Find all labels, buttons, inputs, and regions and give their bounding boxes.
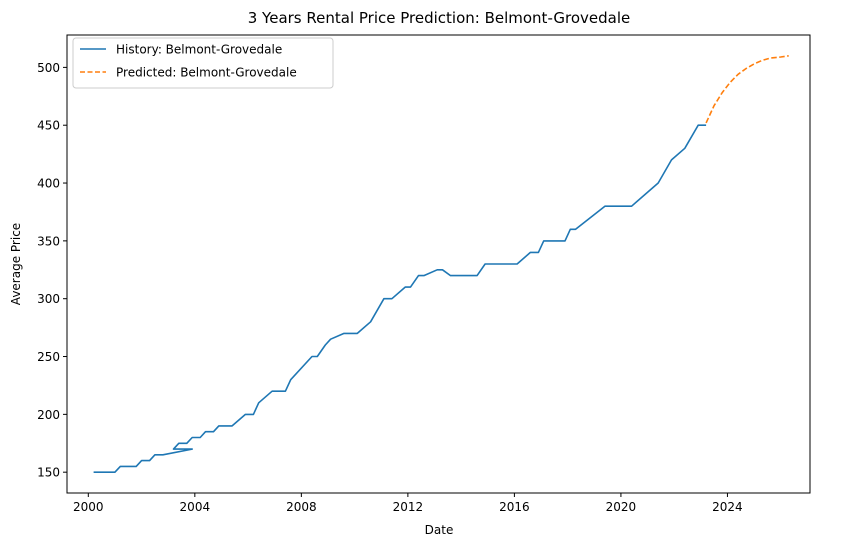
legend-box <box>72 37 334 89</box>
x-tick-label: 2008 <box>286 500 317 514</box>
y-axis-label: Average Price <box>9 223 23 305</box>
x-tick-label: 2012 <box>393 500 424 514</box>
predicted-series-line <box>705 55 789 124</box>
legend-label-predicted: Predicted: Belmont-Grovedale <box>116 66 297 80</box>
y-tick-label: 250 <box>37 350 60 364</box>
x-axis-label: Date <box>425 523 454 537</box>
y-tick-label: 400 <box>37 177 60 191</box>
y-axis: 150 200 250 300 350 400 450 500 <box>37 61 67 480</box>
legend-label-history: History: Belmont-Grovedale <box>116 43 282 57</box>
y-tick-label: 200 <box>37 408 60 422</box>
plot-area-frame <box>66 34 811 494</box>
y-tick-label: 500 <box>37 61 60 75</box>
chart-title: 3 Years Rental Price Prediction: Belmont… <box>248 9 631 27</box>
series-layer <box>93 55 789 474</box>
x-tick-label: 2020 <box>606 500 637 514</box>
x-tick-label: 2016 <box>499 500 530 514</box>
y-tick-label: 150 <box>37 466 60 480</box>
y-tick-label: 450 <box>37 119 60 133</box>
history-series-line <box>93 124 707 474</box>
y-tick-label: 300 <box>37 292 60 306</box>
x-axis: 2000 2004 2008 2012 2016 2020 2024 <box>73 493 743 514</box>
x-tick-label: 2000 <box>73 500 104 514</box>
x-tick-label: 2024 <box>712 500 743 514</box>
legend: History: Belmont-Grovedale Predicted: Be… <box>72 37 334 89</box>
y-tick-label: 350 <box>37 234 60 248</box>
x-tick-label: 2004 <box>180 500 211 514</box>
